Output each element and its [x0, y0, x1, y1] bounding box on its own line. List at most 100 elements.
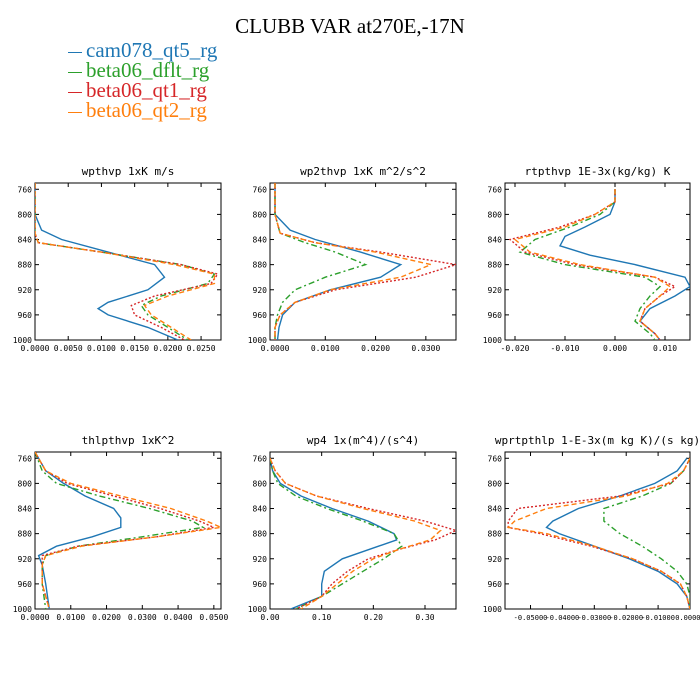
legend-label: beta06_qt1_rg	[86, 78, 207, 102]
legend-label: beta06_dflt_rg	[86, 58, 210, 82]
x-tick-label: -0.01000	[641, 614, 675, 622]
series-line	[507, 457, 690, 609]
y-tick-label: 920	[253, 286, 268, 295]
y-tick-label: 960	[253, 580, 268, 589]
series-line	[513, 189, 672, 340]
series-line	[545, 457, 690, 609]
y-tick-label: 760	[18, 185, 33, 194]
x-tick-label: 0.0200	[361, 344, 390, 353]
legend-label: cam078_qt5_rg	[86, 38, 218, 62]
series-line	[270, 458, 456, 609]
series-line	[274, 183, 456, 340]
x-tick-label: 0.000	[603, 344, 627, 353]
y-tick-label: 760	[488, 185, 503, 194]
series-line	[35, 452, 122, 609]
panel-title: thlpthvp 1xK^2	[82, 434, 175, 447]
panel-title: wprtpthlp 1-E-3x(m kg K)/(s kg)	[495, 434, 700, 447]
y-tick-label: 1000	[483, 605, 502, 614]
x-tick-label: 0.0400	[164, 613, 193, 622]
y-tick-label: 1000	[13, 605, 32, 614]
series-line	[35, 452, 221, 609]
legend-item: beta06_qt2_rg	[68, 98, 217, 122]
legend-line-icon	[68, 111, 82, 113]
y-tick-label: 840	[488, 505, 503, 514]
chart-panel: wprtpthlp 1-E-3x(m kg K)/(s kg) 760 800 840…	[483, 434, 700, 622]
figure-title: CLUBB VAR at270E,-17N	[235, 14, 465, 38]
chart-panel: wpthvp 1xK m/s76080084088092096010000.00…	[13, 165, 222, 353]
y-tick-label: 880	[18, 261, 33, 270]
y-tick-label: 920	[488, 555, 503, 564]
x-tick-label: 0.0300	[128, 613, 157, 622]
y-tick-label: 840	[18, 236, 33, 245]
x-tick-label: -0.04000	[546, 614, 580, 622]
plot-frame	[504, 182, 691, 341]
legend-line-icon	[68, 51, 82, 53]
y-tick-label: 800	[253, 479, 268, 488]
chart-panel: wp4 1x(m^4)/(s^4)76080084088092096010000…	[248, 434, 457, 622]
x-tick-label: -0.05000	[514, 614, 548, 622]
y-tick-label: 1000	[13, 336, 32, 345]
y-tick-label: 840	[18, 505, 33, 514]
series-line	[558, 189, 690, 340]
series-line	[508, 189, 677, 340]
panel-title: wpthvp 1xK m/s	[82, 165, 175, 178]
y-tick-label: 880	[253, 530, 268, 539]
y-tick-label: 960	[488, 311, 503, 320]
y-tick-label: 920	[18, 286, 33, 295]
chart-panel: rtpthvp 1E-3x(kg/kg) K 760 800 840 880 920 960…	[483, 165, 691, 353]
x-tick-label: 0.0000	[261, 344, 290, 353]
legend-label: beta06_qt2_rg	[86, 98, 207, 122]
panel-title: wp2thvp 1xK m^2/s^2	[300, 165, 426, 178]
y-tick-label: 880	[18, 530, 33, 539]
series-line	[35, 183, 216, 340]
y-tick-label: 880	[253, 261, 268, 270]
x-tick-label: 0.0100	[56, 613, 85, 622]
y-tick-label: 840	[253, 236, 268, 245]
y-tick-label: 760	[253, 185, 268, 194]
series-line	[35, 452, 217, 609]
plot-frame	[269, 451, 457, 610]
x-tick-label: -0.010	[551, 344, 580, 353]
x-tick-label: 0.0200	[92, 613, 121, 622]
x-tick-label: 0.20	[364, 613, 383, 622]
y-tick-label: 920	[488, 286, 503, 295]
x-tick-label: 0.0250	[187, 344, 216, 353]
x-tick-label: 0.0000	[21, 613, 50, 622]
y-tick-label: 800	[253, 210, 268, 219]
x-tick-label: 0.0200	[153, 344, 182, 353]
panel-title: wp4 1x(m^4)/(s^4)	[307, 434, 420, 447]
y-tick-label: 920	[18, 555, 33, 564]
series-line	[274, 183, 403, 340]
legend: cam078_qt5_rg beta06_dflt_rg beta06_qt1_…	[68, 38, 218, 122]
plot-frame	[34, 451, 222, 610]
series-line	[35, 183, 219, 340]
plot-frame	[504, 451, 691, 610]
y-tick-label: 960	[253, 311, 268, 320]
series-line	[506, 457, 690, 609]
x-tick-label: 0.0050	[54, 344, 83, 353]
y-tick-label: 800	[488, 210, 503, 219]
series-line	[518, 189, 662, 340]
x-tick-label: 0.0150	[120, 344, 149, 353]
x-tick-label: -0.03000	[577, 614, 611, 622]
y-tick-label: 840	[488, 236, 503, 245]
y-tick-label: 960	[18, 580, 33, 589]
x-tick-label: 0.0500	[199, 613, 228, 622]
y-tick-label: 920	[253, 555, 268, 564]
y-tick-label: 800	[18, 210, 33, 219]
x-tick-label: 0.0000	[21, 344, 50, 353]
y-tick-label: 760	[488, 454, 503, 463]
y-tick-label: 800	[488, 479, 503, 488]
x-tick-label: 0.0100	[87, 344, 116, 353]
x-tick-label: 0.00	[260, 613, 279, 622]
legend-item: beta06_dflt_rg	[68, 58, 217, 82]
series-line	[35, 183, 216, 340]
x-tick-label: 0.0100	[311, 344, 340, 353]
x-tick-label: -0.020	[501, 344, 530, 353]
series-line	[274, 183, 434, 340]
chart-panel: thlpthvp 1xK^2 760 800 840 880 920 960 10000.00…	[13, 434, 229, 622]
plot-frame	[269, 182, 457, 341]
chart-panel: wp2thvp 1xK m^2/s^2 760 800 840 880 920 960 100…	[248, 165, 457, 353]
